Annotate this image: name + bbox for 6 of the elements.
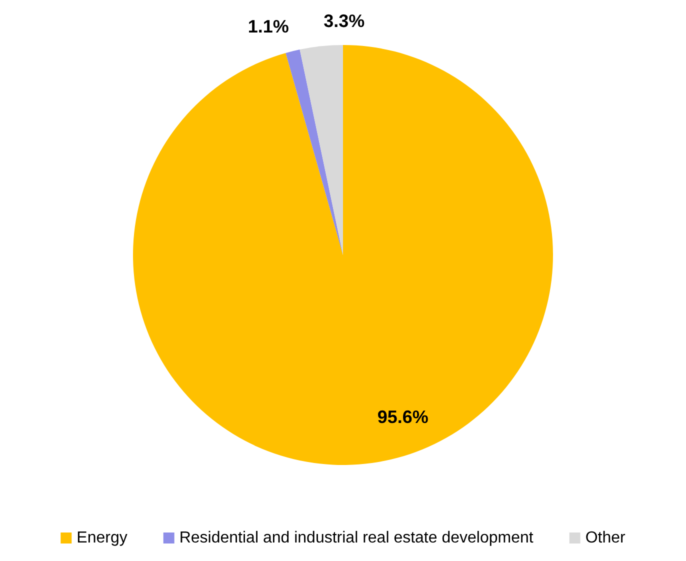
data-label: 95.6% — [377, 406, 428, 427]
legend-label: Energy — [76, 530, 128, 546]
data-label: 1.1% — [248, 16, 289, 37]
data-label: 3.3% — [324, 11, 365, 32]
legend-label: Residential and industrial real estate development — [179, 530, 534, 546]
legend-label: Other — [585, 530, 626, 546]
